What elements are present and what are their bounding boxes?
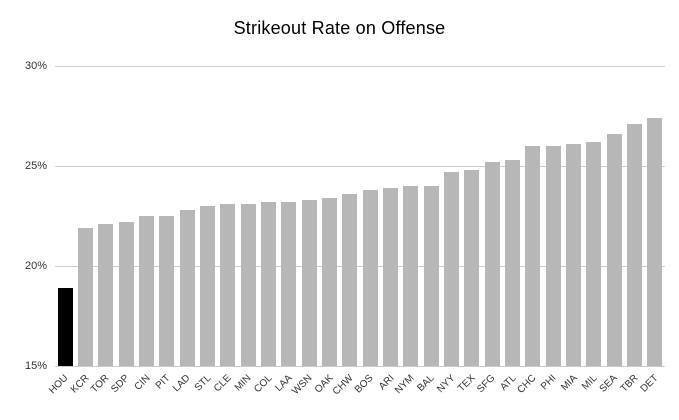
gridline-25%: [55, 165, 665, 167]
bar-nym: [403, 186, 419, 366]
bar-slot-atl: [502, 66, 522, 366]
bar-slot-min: [238, 66, 258, 366]
bar-slot-tor: [96, 66, 116, 366]
bar-phi: [545, 146, 561, 366]
gridline-30%: [55, 65, 665, 67]
bar-cle: [220, 204, 236, 366]
bar-slot-bal: [421, 66, 441, 366]
bar-laa: [281, 202, 297, 366]
bar-stl: [199, 206, 215, 366]
bar-slot-tex: [462, 66, 482, 366]
bar-slot-det: [645, 66, 665, 366]
bar-tor: [98, 224, 114, 366]
bar-pit: [159, 216, 175, 366]
bar-slot-mia: [563, 66, 583, 366]
bar-det: [647, 118, 663, 366]
bar-slot-tbr: [624, 66, 644, 366]
bar-slot-hou: [55, 66, 75, 366]
bar-slot-kcr: [75, 66, 95, 366]
bar-mil: [586, 142, 602, 366]
bar-slot-sfg: [482, 66, 502, 366]
bar-bal: [423, 186, 439, 366]
y-tick-label: 30%: [24, 59, 47, 72]
bar-tbr: [626, 124, 642, 366]
y-tick-label: 25%: [24, 159, 47, 172]
bar-bos: [362, 190, 378, 366]
bar-slot-cle: [218, 66, 238, 366]
bar-slot-lad: [177, 66, 197, 366]
bar-series: [55, 66, 665, 366]
y-tick-label: 15%: [24, 359, 47, 372]
bar-lad: [179, 210, 195, 366]
bar-slot-ari: [380, 66, 400, 366]
bar-atl: [504, 160, 520, 366]
plot-area: [55, 65, 665, 367]
bar-hou: [57, 288, 73, 366]
gridline-15%: [55, 365, 665, 367]
bar-cin: [138, 216, 154, 366]
bar-kcr: [77, 228, 93, 366]
bar-slot-phi: [543, 66, 563, 366]
bar-tex: [464, 170, 480, 366]
bar-sea: [606, 134, 622, 366]
y-tick-label: 20%: [24, 259, 47, 272]
bar-min: [240, 204, 256, 366]
bar-mia: [565, 144, 581, 366]
bar-ari: [382, 188, 398, 366]
bar-slot-stl: [197, 66, 217, 366]
bar-slot-sea: [604, 66, 624, 366]
bar-slot-laa: [279, 66, 299, 366]
bar-slot-nym: [401, 66, 421, 366]
bar-sfg: [484, 162, 500, 366]
bar-slot-nyy: [441, 66, 461, 366]
bar-chw: [342, 194, 358, 366]
gridline-20%: [55, 265, 665, 267]
chart-title: Strikeout Rate on Offense: [233, 18, 446, 38]
bar-slot-bos: [360, 66, 380, 366]
bar-slot-chw: [340, 66, 360, 366]
bar-nyy: [443, 172, 459, 366]
bar-chc: [525, 146, 541, 366]
bar-slot-wsn: [299, 66, 319, 366]
bar-slot-cin: [136, 66, 156, 366]
bar-slot-pit: [157, 66, 177, 366]
bar-slot-sdp: [116, 66, 136, 366]
bar-wsn: [301, 200, 317, 366]
bar-col: [260, 202, 276, 366]
bar-oak: [321, 198, 337, 366]
bar-slot-oak: [319, 66, 339, 366]
bar-slot-chc: [523, 66, 543, 366]
bar-slot-col: [258, 66, 278, 366]
bar-slot-mil: [584, 66, 604, 366]
bar-sdp: [118, 222, 134, 366]
